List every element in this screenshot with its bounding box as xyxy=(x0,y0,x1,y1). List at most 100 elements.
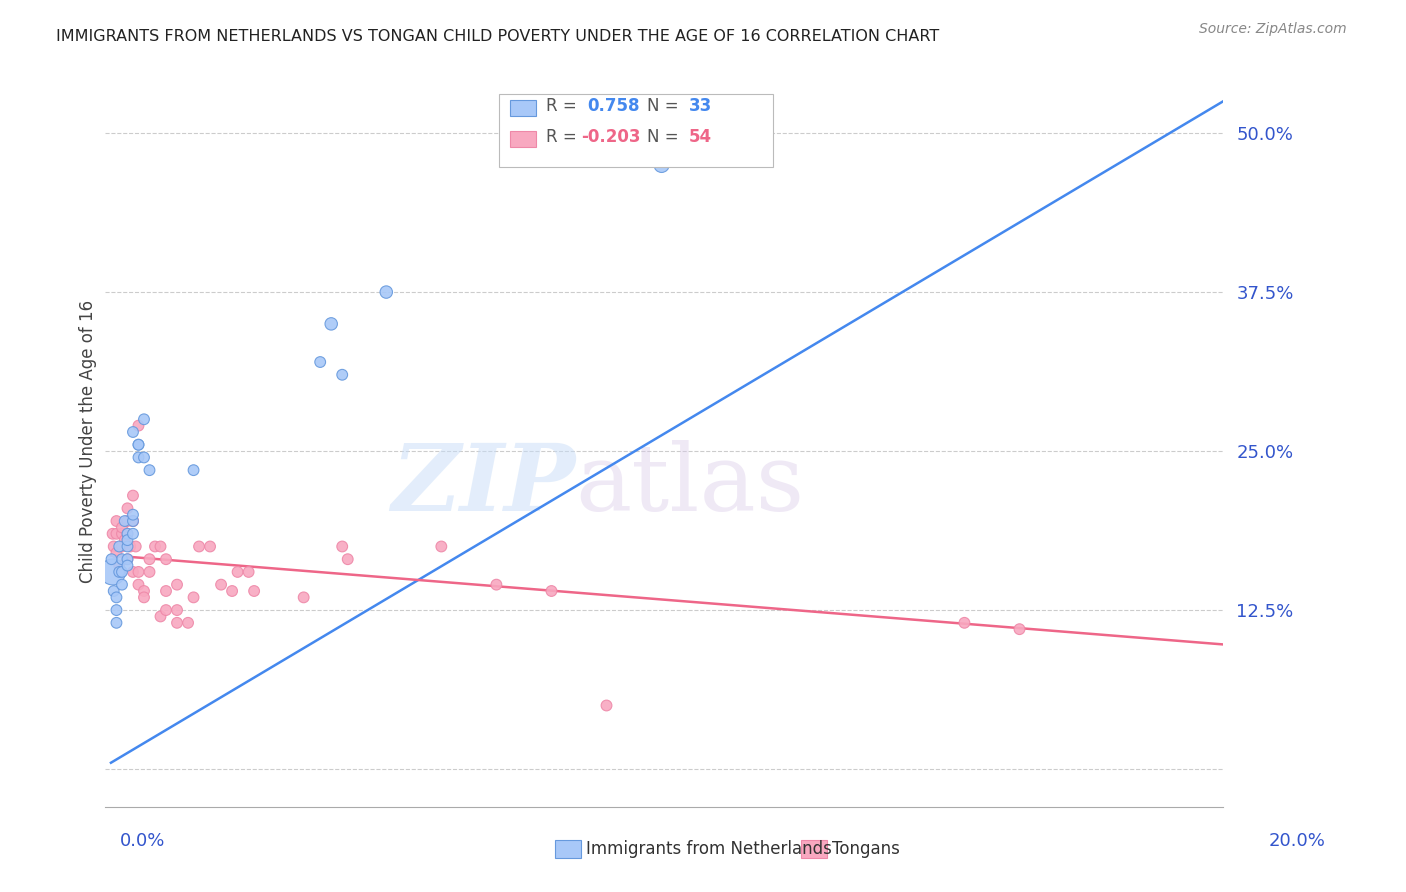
Point xyxy=(103,584,125,599)
Point xyxy=(127,450,149,465)
Point xyxy=(243,584,266,599)
Point xyxy=(336,552,359,566)
Point xyxy=(108,565,131,579)
Point xyxy=(127,438,149,452)
Point xyxy=(122,489,145,503)
Point xyxy=(114,514,136,528)
Point xyxy=(143,540,166,554)
Point xyxy=(122,514,145,528)
Point xyxy=(125,540,148,554)
Text: 0.758: 0.758 xyxy=(588,97,640,115)
Point xyxy=(117,514,139,528)
Point xyxy=(309,355,332,369)
Point xyxy=(226,565,249,579)
Text: IMMIGRANTS FROM NETHERLANDS VS TONGAN CHILD POVERTY UNDER THE AGE OF 16 CORRELAT: IMMIGRANTS FROM NETHERLANDS VS TONGAN CH… xyxy=(56,29,939,44)
Point xyxy=(108,558,131,573)
Point xyxy=(132,591,155,605)
Point xyxy=(111,565,134,579)
Point xyxy=(120,540,142,554)
Point xyxy=(166,615,188,630)
Text: 33: 33 xyxy=(689,97,713,115)
Point xyxy=(155,552,177,566)
Point xyxy=(111,520,134,534)
Point xyxy=(330,540,353,554)
Text: 0.0%: 0.0% xyxy=(120,831,165,849)
Point xyxy=(105,526,128,541)
Point xyxy=(166,603,188,617)
Point xyxy=(117,552,139,566)
Point xyxy=(105,514,128,528)
Y-axis label: Child Poverty Under the Age of 16: Child Poverty Under the Age of 16 xyxy=(79,300,97,583)
Point xyxy=(138,565,160,579)
Point xyxy=(122,508,145,522)
Point xyxy=(122,526,145,541)
Point xyxy=(149,609,172,624)
Point xyxy=(105,615,128,630)
Point xyxy=(105,603,128,617)
Point xyxy=(122,425,145,439)
Text: N =: N = xyxy=(647,128,678,146)
Point xyxy=(117,501,139,516)
Point xyxy=(117,552,139,566)
Point xyxy=(103,540,125,554)
Text: Source: ZipAtlas.com: Source: ZipAtlas.com xyxy=(1199,22,1347,37)
Point xyxy=(122,514,145,528)
Text: -0.203: -0.203 xyxy=(581,128,640,146)
Point xyxy=(209,577,232,591)
Point xyxy=(111,540,134,554)
Point xyxy=(183,591,205,605)
Point xyxy=(117,533,139,548)
Point xyxy=(127,418,149,433)
Point xyxy=(132,584,155,599)
Point xyxy=(138,552,160,566)
Point xyxy=(375,285,398,299)
Point xyxy=(330,368,353,382)
Point xyxy=(183,463,205,477)
Point xyxy=(108,540,131,554)
Point xyxy=(105,546,128,560)
Point xyxy=(105,591,128,605)
Point xyxy=(114,533,136,548)
Point xyxy=(111,552,134,566)
Text: R =: R = xyxy=(546,97,576,115)
Point xyxy=(117,526,139,541)
Point xyxy=(238,565,260,579)
Text: R =: R = xyxy=(546,128,576,146)
Point xyxy=(485,577,508,591)
Point xyxy=(155,603,177,617)
Point xyxy=(132,412,155,426)
Point xyxy=(111,526,134,541)
Point xyxy=(198,540,221,554)
Text: N =: N = xyxy=(647,97,678,115)
Point xyxy=(1008,622,1031,636)
Point xyxy=(111,577,134,591)
Point xyxy=(127,438,149,452)
Point xyxy=(188,540,211,554)
Text: 20.0%: 20.0% xyxy=(1270,831,1326,849)
Point xyxy=(122,565,145,579)
Point xyxy=(101,565,124,579)
Text: atlas: atlas xyxy=(575,441,804,531)
Point xyxy=(953,615,976,630)
Point xyxy=(321,317,343,331)
Text: Tongans: Tongans xyxy=(832,840,900,858)
Point xyxy=(117,526,139,541)
Text: 54: 54 xyxy=(689,128,711,146)
Point xyxy=(292,591,315,605)
Text: Immigrants from Netherlands: Immigrants from Netherlands xyxy=(586,840,832,858)
Point xyxy=(177,615,200,630)
Point xyxy=(155,584,177,599)
Text: ZIP: ZIP xyxy=(391,441,575,531)
Point xyxy=(127,577,149,591)
Point xyxy=(221,584,243,599)
Point xyxy=(117,558,139,573)
Point xyxy=(100,552,122,566)
Point xyxy=(101,526,124,541)
Point xyxy=(132,450,155,465)
Point xyxy=(138,463,160,477)
Point xyxy=(166,577,188,591)
Point xyxy=(540,584,562,599)
Point xyxy=(430,540,453,554)
Point xyxy=(595,698,617,713)
Point xyxy=(127,565,149,579)
